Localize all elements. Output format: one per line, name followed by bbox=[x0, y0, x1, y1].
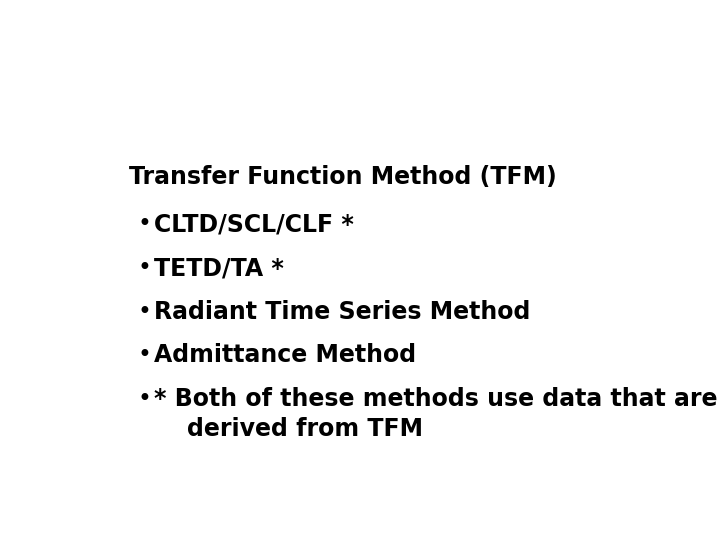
Text: •: • bbox=[138, 343, 151, 367]
Text: Transfer Function Method (TFM): Transfer Function Method (TFM) bbox=[129, 165, 557, 188]
Text: •: • bbox=[138, 387, 151, 411]
Text: TETD/TA *: TETD/TA * bbox=[154, 256, 284, 280]
Text: Radiant Time Series Method: Radiant Time Series Method bbox=[154, 300, 531, 323]
Text: Admittance Method: Admittance Method bbox=[154, 343, 416, 367]
Text: •: • bbox=[138, 256, 151, 280]
Text: •: • bbox=[138, 212, 151, 237]
Text: CLTD/SCL/CLF *: CLTD/SCL/CLF * bbox=[154, 212, 354, 237]
Text: * Both of these methods use data that are
    derived from TFM: * Both of these methods use data that ar… bbox=[154, 387, 718, 441]
Text: •: • bbox=[138, 300, 151, 323]
